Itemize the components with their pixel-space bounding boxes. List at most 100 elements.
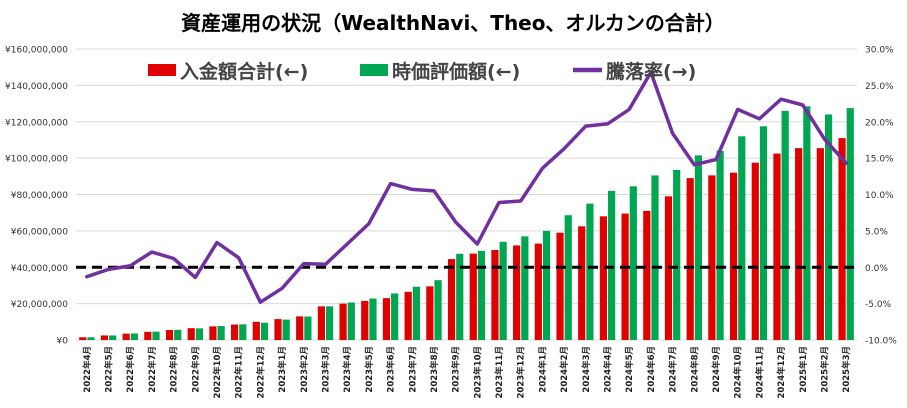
bar-deposit-total — [643, 210, 651, 340]
right-tick-label: 25.0% — [865, 82, 894, 92]
bar-market-value — [282, 319, 290, 340]
bar-market-value — [542, 230, 551, 340]
left-tick-label: ¥20,000,000 — [11, 300, 69, 310]
bar-market-value — [347, 302, 355, 340]
x-tick-label: 2023年12月 — [516, 346, 527, 399]
bar-deposit-total — [816, 148, 824, 340]
x-tick-label: 2024年11月 — [754, 346, 765, 399]
x-tick-label: 2022年9月 — [190, 346, 201, 393]
bar-market-value — [239, 324, 247, 340]
bar-deposit-total — [361, 300, 369, 340]
bar-deposit-total — [578, 226, 586, 340]
bar-deposit-total — [144, 331, 152, 340]
x-tick-label: 2023年3月 — [320, 346, 331, 393]
bar-market-value — [87, 337, 95, 340]
bar-market-value — [586, 203, 594, 340]
bar-market-value — [152, 331, 160, 340]
bar-market-value — [824, 114, 833, 340]
right-tick-label: 30.0% — [865, 46, 894, 56]
bar-market-value — [759, 126, 768, 340]
bar-market-value — [694, 155, 702, 340]
x-tick-label: 2024年1月 — [537, 346, 548, 393]
legend-swatch-market-value — [360, 64, 388, 76]
bar-deposit-total — [729, 172, 738, 340]
right-tick-label: -10.0% — [865, 337, 897, 347]
x-tick-label: 2024年5月 — [624, 346, 635, 393]
bar-deposit-total — [534, 243, 542, 340]
left-tick-label: ¥40,000,000 — [11, 264, 69, 274]
chart-title: 資産運用の状況（WealthNavi、Theo、オルカンの合計） — [181, 11, 725, 35]
left-tick-label: ¥140,000,000 — [5, 82, 68, 92]
x-tick-label: 2024年10月 — [733, 346, 744, 399]
bar-market-value — [564, 215, 572, 340]
legend-swatch-deposit-total — [148, 64, 176, 76]
bar-deposit-total — [317, 306, 325, 340]
bar-market-value — [738, 136, 746, 340]
bar-deposit-total — [122, 333, 130, 340]
x-tick-label: 2025年2月 — [819, 346, 830, 393]
legend-label-deposit-total: 入金額合計(←) — [180, 60, 308, 83]
bar-deposit-total — [751, 162, 759, 340]
bar-market-value — [608, 190, 616, 340]
right-tick-label: 20.0% — [865, 118, 894, 128]
x-tick-label: 2022年6月 — [125, 346, 136, 393]
bar-market-value — [195, 328, 204, 340]
bar-market-value — [434, 280, 442, 340]
left-tick-label: ¥0 — [57, 337, 69, 347]
bar-market-value — [673, 169, 681, 340]
right-tick-label: 10.0% — [865, 191, 894, 201]
line-layer — [85, 70, 848, 304]
left-tick-label: ¥100,000,000 — [5, 155, 68, 165]
x-tick-label: 2022年12月 — [255, 346, 266, 399]
return-rate-line — [85, 70, 848, 304]
x-tick-label: 2025年1月 — [798, 346, 809, 393]
right-tick-label: 0.0% — [865, 264, 888, 274]
bar-deposit-total — [187, 328, 195, 340]
bar-deposit-total — [621, 213, 629, 340]
bar-deposit-total — [339, 303, 347, 340]
bar-deposit-total — [795, 148, 803, 340]
bar-market-value — [130, 333, 138, 340]
right-tick-label: 5.0% — [865, 227, 888, 237]
x-tick-label: 2022年10月 — [212, 346, 223, 399]
x-tick-label: 2023年7月 — [407, 346, 418, 393]
x-tick-label: 2024年4月 — [603, 346, 614, 393]
x-tick-label: 2023年10月 — [472, 346, 483, 399]
bar-market-value — [521, 236, 529, 340]
x-tick-label: 2024年8月 — [689, 346, 700, 393]
bar-market-value — [109, 335, 117, 340]
right-axis-ticks: -10.0% -5.0% 0.0% 5.0% 10.0% 15.0% 20.0% 25.0% 3… — [865, 46, 897, 347]
bar-deposit-total — [252, 321, 260, 340]
x-tick-label: 2024年7月 — [668, 346, 679, 393]
bar-deposit-total — [231, 324, 239, 340]
x-tick-label: 2023年9月 — [451, 346, 462, 393]
x-tick-label: 2024年9月 — [711, 346, 722, 393]
x-tick-label: 2025年3月 — [841, 346, 852, 393]
legend-label-return-rate: 騰落率(→) — [605, 60, 696, 83]
bar-deposit-total — [426, 286, 434, 340]
bar-market-value — [174, 329, 182, 340]
legend: 入金額合計(←) 時価評価額(←) 騰落率(→) — [148, 60, 696, 83]
right-tick-label: 15.0% — [865, 155, 894, 165]
x-tick-label: 2023年2月 — [299, 346, 310, 393]
x-tick-label: 2024年12月 — [776, 346, 787, 399]
bar-deposit-total — [100, 335, 109, 340]
bar-market-value — [456, 253, 464, 340]
bar-deposit-total — [274, 319, 282, 340]
bar-deposit-total — [79, 337, 87, 340]
bar-market-value — [846, 108, 854, 340]
bar-market-value — [412, 286, 420, 340]
bar-deposit-total — [209, 326, 217, 340]
x-axis-ticks: 2022年4月 2022年5月 2022年6月 2022年7月 2022年8月 2022年… — [82, 346, 852, 399]
x-tick-label: 2024年2月 — [559, 346, 570, 393]
left-tick-label: ¥120,000,000 — [5, 118, 68, 128]
bar-market-value — [803, 106, 811, 341]
bar-market-value — [651, 175, 659, 340]
x-tick-label: 2023年1月 — [277, 346, 288, 393]
x-tick-label: 2022年8月 — [169, 346, 180, 393]
bar-market-value — [781, 110, 789, 341]
bar-deposit-total — [513, 245, 521, 340]
bar-deposit-total — [165, 329, 174, 340]
